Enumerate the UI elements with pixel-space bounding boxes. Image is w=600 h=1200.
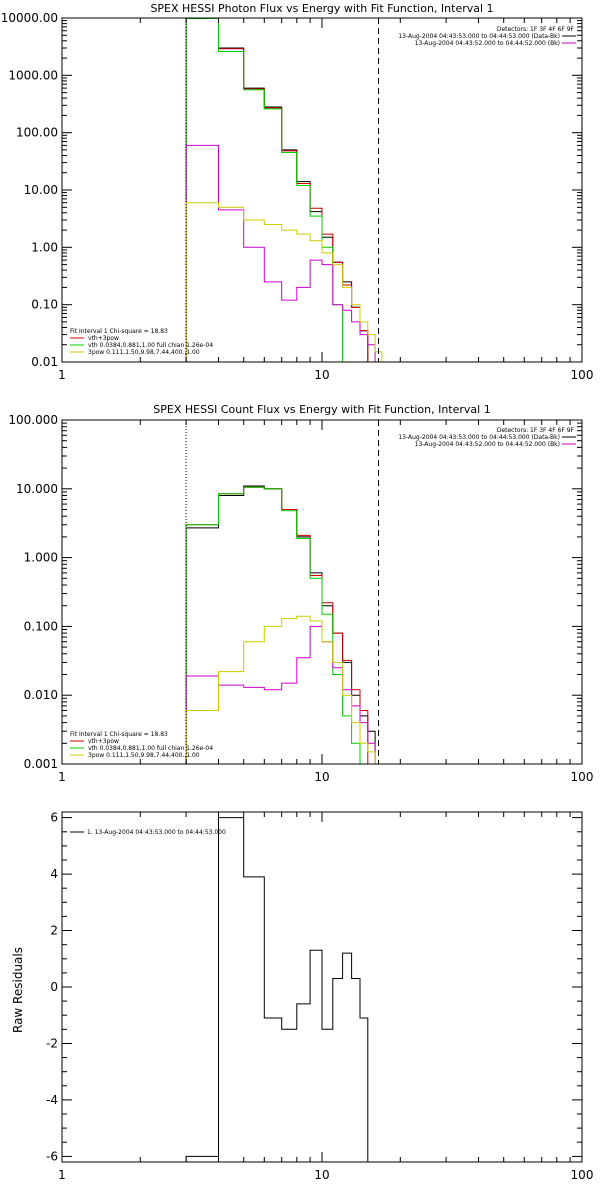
residuals-ytick-label: -6: [46, 1149, 58, 1163]
count-flux-title: SPEX HESSI Count Flux vs Energy with Fit…: [153, 403, 490, 416]
count-flux-panel: SPEX HESSI Count Flux vs Energy with Fit…: [8, 403, 593, 784]
residuals-ytick-label: -2: [46, 1037, 58, 1051]
photon-flux-series-1: [185, 18, 369, 362]
legend-bk: 13-Aug-2004 04:43:52.000 to 04:44:52.000…: [415, 40, 560, 47]
legend-fit-interval: Fit Interval 1 Chi-square = 18.83: [70, 328, 168, 335]
photon-flux-xtick-label: 100: [571, 368, 594, 382]
photon-flux-ytick-label: 100.00: [16, 126, 58, 140]
legend-detectors: Detectors: 1F 3F 4F 6F 9F: [497, 26, 575, 33]
photon-flux-ytick-label: 1000.00: [8, 68, 58, 82]
photon-flux-ytick-label: 0.10: [31, 298, 58, 312]
legend-3pow: 3pow 0.111,1.50,9.98,7.44,400.,1.00: [88, 349, 200, 356]
legend-vth3pow: vth+3pow: [88, 335, 119, 342]
residuals-ytick-label: 2: [50, 924, 58, 938]
photon-flux-vlines: [185, 18, 379, 362]
photon-flux-title: SPEX HESSI Photon Flux vs Energy with Fi…: [150, 2, 493, 15]
residuals-series: [185, 817, 376, 1163]
residuals-legend-text: 1. 13-Aug-2004 04:43:53.000 to 04:44:53.…: [87, 829, 226, 836]
residuals-xtick-label: 1: [58, 1168, 66, 1182]
count-flux-legend-top: Detectors: 1F 3F 4F 6F 9F 13-Aug-2004 04…: [398, 427, 576, 448]
count-flux-frame: [61, 419, 583, 765]
legend-bk: 13-Aug-2004 04:43:52.000 to 04:44:52.000…: [415, 441, 560, 448]
legend-3pow: 3pow 0.111,1.50,9.98,7.44,400.,1.00: [88, 752, 200, 759]
count-flux-xtick-label: 1: [58, 770, 66, 784]
residuals-series-0: [185, 817, 376, 1163]
legend-fit-interval: Fit Interval 1 Chi-square = 18.83: [70, 731, 168, 738]
photon-flux-legend-top: Detectors: 1F 3F 4F 6F 9F 13-Aug-2004 04…: [398, 26, 576, 47]
residuals-frame: [61, 811, 583, 1163]
photon-flux-series-2: [185, 18, 360, 363]
count-flux-legend-bottom: Fit Interval 1 Chi-square = 18.83 vth+3p…: [70, 731, 213, 759]
residuals-ylabel: Raw Residuals: [11, 947, 25, 1033]
count-flux-xtick-label: 100: [571, 770, 594, 784]
residuals-xtick-label: 100: [571, 1168, 594, 1182]
count-flux-ytick-label: 0.001: [24, 757, 58, 771]
photon-flux-series-3: [185, 144, 382, 363]
residuals-legend: 1. 13-Aug-2004 04:43:53.000 to 04:44:53.…: [70, 829, 226, 836]
count-flux-ytick-label: 0.100: [24, 619, 58, 633]
legend-vth3pow: vth+3pow: [88, 738, 119, 745]
legend-vth: vth 0.0384,0.881,1.00 full chian 1.26e-0…: [88, 342, 213, 349]
photon-flux-axes: 1 10 100 0.01 0.10 1.00 10.00 100.00 1000.00 1000…: [1, 11, 594, 382]
photon-flux-legend-bottom: Fit Interval 1 Chi-square = 18.83 vth+3p…: [70, 328, 213, 356]
residuals-ytick-label: 0: [50, 980, 58, 994]
photon-flux-xtick-label: 10: [314, 368, 329, 382]
count-flux-ytick-label: 10.000: [16, 482, 58, 496]
photon-flux-series-0: [185, 17, 369, 362]
photon-flux-ytick-label: 1.00: [31, 240, 58, 254]
residuals-xtick-label: 10: [314, 1168, 329, 1182]
count-flux-vlines: [185, 420, 379, 764]
residuals-axes: 1 10 100 -6 -4 -2 0 2 4 6: [46, 811, 593, 1182]
photon-flux-frame: [61, 17, 583, 363]
photon-flux-series-4: [185, 202, 389, 363]
count-flux-series-0: [185, 485, 376, 764]
count-flux-series-2: [185, 486, 368, 765]
count-flux-ytick-label: 100.000: [8, 413, 58, 427]
legend-detectors: Detectors: 1F 3F 4F 6F 9F: [497, 427, 575, 434]
residuals-panel: Raw Residuals 1 10 100 -6 -4 -2 0 2 4 6 1. 13-Aug…: [11, 811, 593, 1182]
photon-flux-ytick-label: 10.00: [24, 183, 58, 197]
photon-flux-ytick-label: 0.01: [31, 355, 58, 369]
photon-flux-panel: SPEX HESSI Photon Flux vs Energy with Fi…: [1, 2, 594, 382]
legend-vth: vth 0.0384,0.881,1.00 full chian 1.26e-0…: [88, 745, 213, 752]
count-flux-series-4: [185, 615, 382, 765]
photon-flux-series: [185, 17, 389, 363]
count-flux-ytick-label: 1.000: [24, 551, 58, 565]
photon-flux-ytick-label: 10000.00: [1, 11, 58, 25]
legend-data-bk: 13-Aug-2004 04:43:53.000 to 04:44:53.000…: [398, 434, 560, 441]
residuals-ytick-label: 4: [50, 867, 58, 881]
photon-flux-xtick-label: 1: [58, 368, 66, 382]
residuals-ytick-label: 6: [50, 811, 58, 825]
count-flux-series-1: [185, 486, 369, 764]
count-flux-series: [185, 485, 382, 765]
count-flux-series-3: [185, 625, 376, 764]
count-flux-axes: 1 10 100 0.001 0.010 0.100 1.000 10.000 100.000: [8, 413, 593, 784]
count-flux-ytick-label: 0.010: [24, 688, 58, 702]
legend-data-bk: 13-Aug-2004 04:43:53.000 to 04:44:53.000…: [398, 33, 560, 40]
count-flux-xtick-label: 10: [314, 770, 329, 784]
residuals-ytick-label: -4: [46, 1093, 58, 1107]
